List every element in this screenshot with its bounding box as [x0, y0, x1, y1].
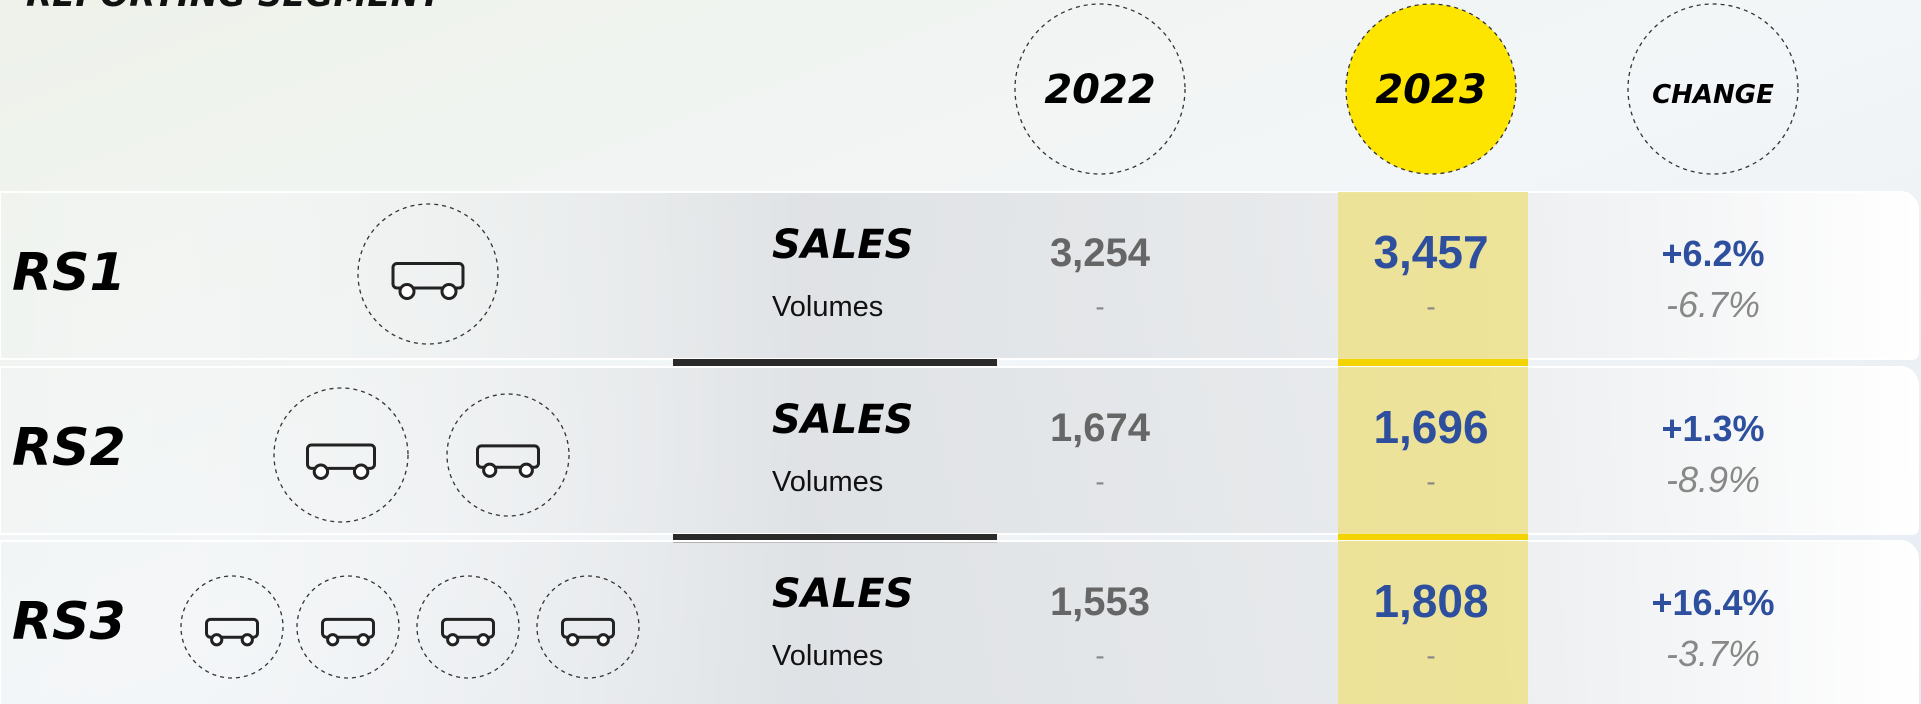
- segment-label: RS1: [12, 243, 126, 303]
- icon-circle: [446, 393, 570, 517]
- metric-sub: Volumes: [772, 640, 883, 672]
- slash: /: [0, 0, 9, 15]
- wheel: [440, 283, 458, 300]
- vehicle-icon: [321, 617, 375, 639]
- metric-label: SALES: [772, 571, 913, 617]
- vehicle-icon: [476, 444, 540, 469]
- column-header: 2023: [1375, 67, 1486, 113]
- value-2022: 1,674: [1050, 406, 1151, 450]
- icon-circle: [180, 575, 284, 679]
- wheel: [518, 462, 534, 478]
- column-header: 2022: [1044, 67, 1155, 113]
- wheel: [398, 283, 416, 300]
- icon-circle: [296, 575, 400, 679]
- wheel: [210, 633, 224, 647]
- value-2022: 1,553: [1050, 580, 1150, 624]
- wheel: [482, 462, 498, 478]
- segment-label: RS3: [12, 592, 126, 652]
- vehicle-icon: [561, 617, 615, 639]
- column-circle: [1345, 3, 1517, 175]
- row-panel: [0, 191, 1919, 360]
- divider: [673, 359, 997, 368]
- metric-sub: Volumes: [772, 291, 883, 323]
- wheel: [352, 463, 370, 480]
- wheel: [596, 633, 610, 647]
- segment-label: RS2: [12, 418, 126, 478]
- change: +6.2%: [1661, 233, 1764, 274]
- icon-circle: [416, 575, 520, 679]
- wheel: [312, 463, 330, 480]
- value-2023-sub: -: [1426, 640, 1435, 671]
- change: +1.3%: [1661, 408, 1764, 449]
- divider-yellow: [1338, 359, 1528, 368]
- value-2023-sub: -: [1426, 291, 1435, 322]
- value-2022-sub: -: [1095, 291, 1104, 322]
- year-highlight: [1338, 367, 1528, 534]
- value-2022-sub: -: [1095, 466, 1104, 497]
- column-circle: [1014, 3, 1186, 175]
- vehicle-icon: [306, 443, 376, 470]
- change-sub: -6.7%: [1666, 284, 1760, 325]
- value-2023: 3,457: [1373, 226, 1488, 278]
- value-2023: 1,696: [1373, 401, 1488, 453]
- wheel: [240, 633, 254, 647]
- wheel: [476, 633, 490, 647]
- metric-label: SALES: [772, 397, 913, 443]
- vehicle-icon: [205, 617, 259, 639]
- row-panel: [0, 366, 1919, 535]
- row-panel: [0, 540, 1919, 704]
- icon-circle: [536, 575, 640, 679]
- wheel: [446, 633, 460, 647]
- value-2023-sub: -: [1426, 466, 1435, 497]
- metric-sub: Volumes: [772, 466, 883, 498]
- icon-circle: [357, 203, 499, 345]
- year-highlight: [1338, 541, 1528, 704]
- divider: [673, 534, 997, 543]
- column-header: CHANGE: [1652, 80, 1774, 110]
- change: +16.4%: [1651, 582, 1774, 623]
- vehicle-icon: [391, 262, 465, 290]
- column-circle: [1627, 3, 1799, 175]
- divider-yellow: [1338, 534, 1528, 543]
- change-sub: -8.9%: [1666, 459, 1760, 500]
- metric-label: SALES: [772, 222, 913, 268]
- wheel: [326, 633, 340, 647]
- vehicle-icon: [441, 617, 495, 639]
- value-2022-sub: -: [1095, 640, 1104, 671]
- icon-circle: [273, 387, 409, 523]
- change-sub: -3.7%: [1666, 633, 1760, 674]
- wheel: [356, 633, 370, 647]
- value-2022: 3,254: [1050, 231, 1151, 275]
- year-highlight: [1338, 192, 1528, 359]
- title: REPORTING SEGMENT: [26, 0, 445, 15]
- value-2023: 1,808: [1373, 575, 1488, 627]
- wheel: [566, 633, 580, 647]
